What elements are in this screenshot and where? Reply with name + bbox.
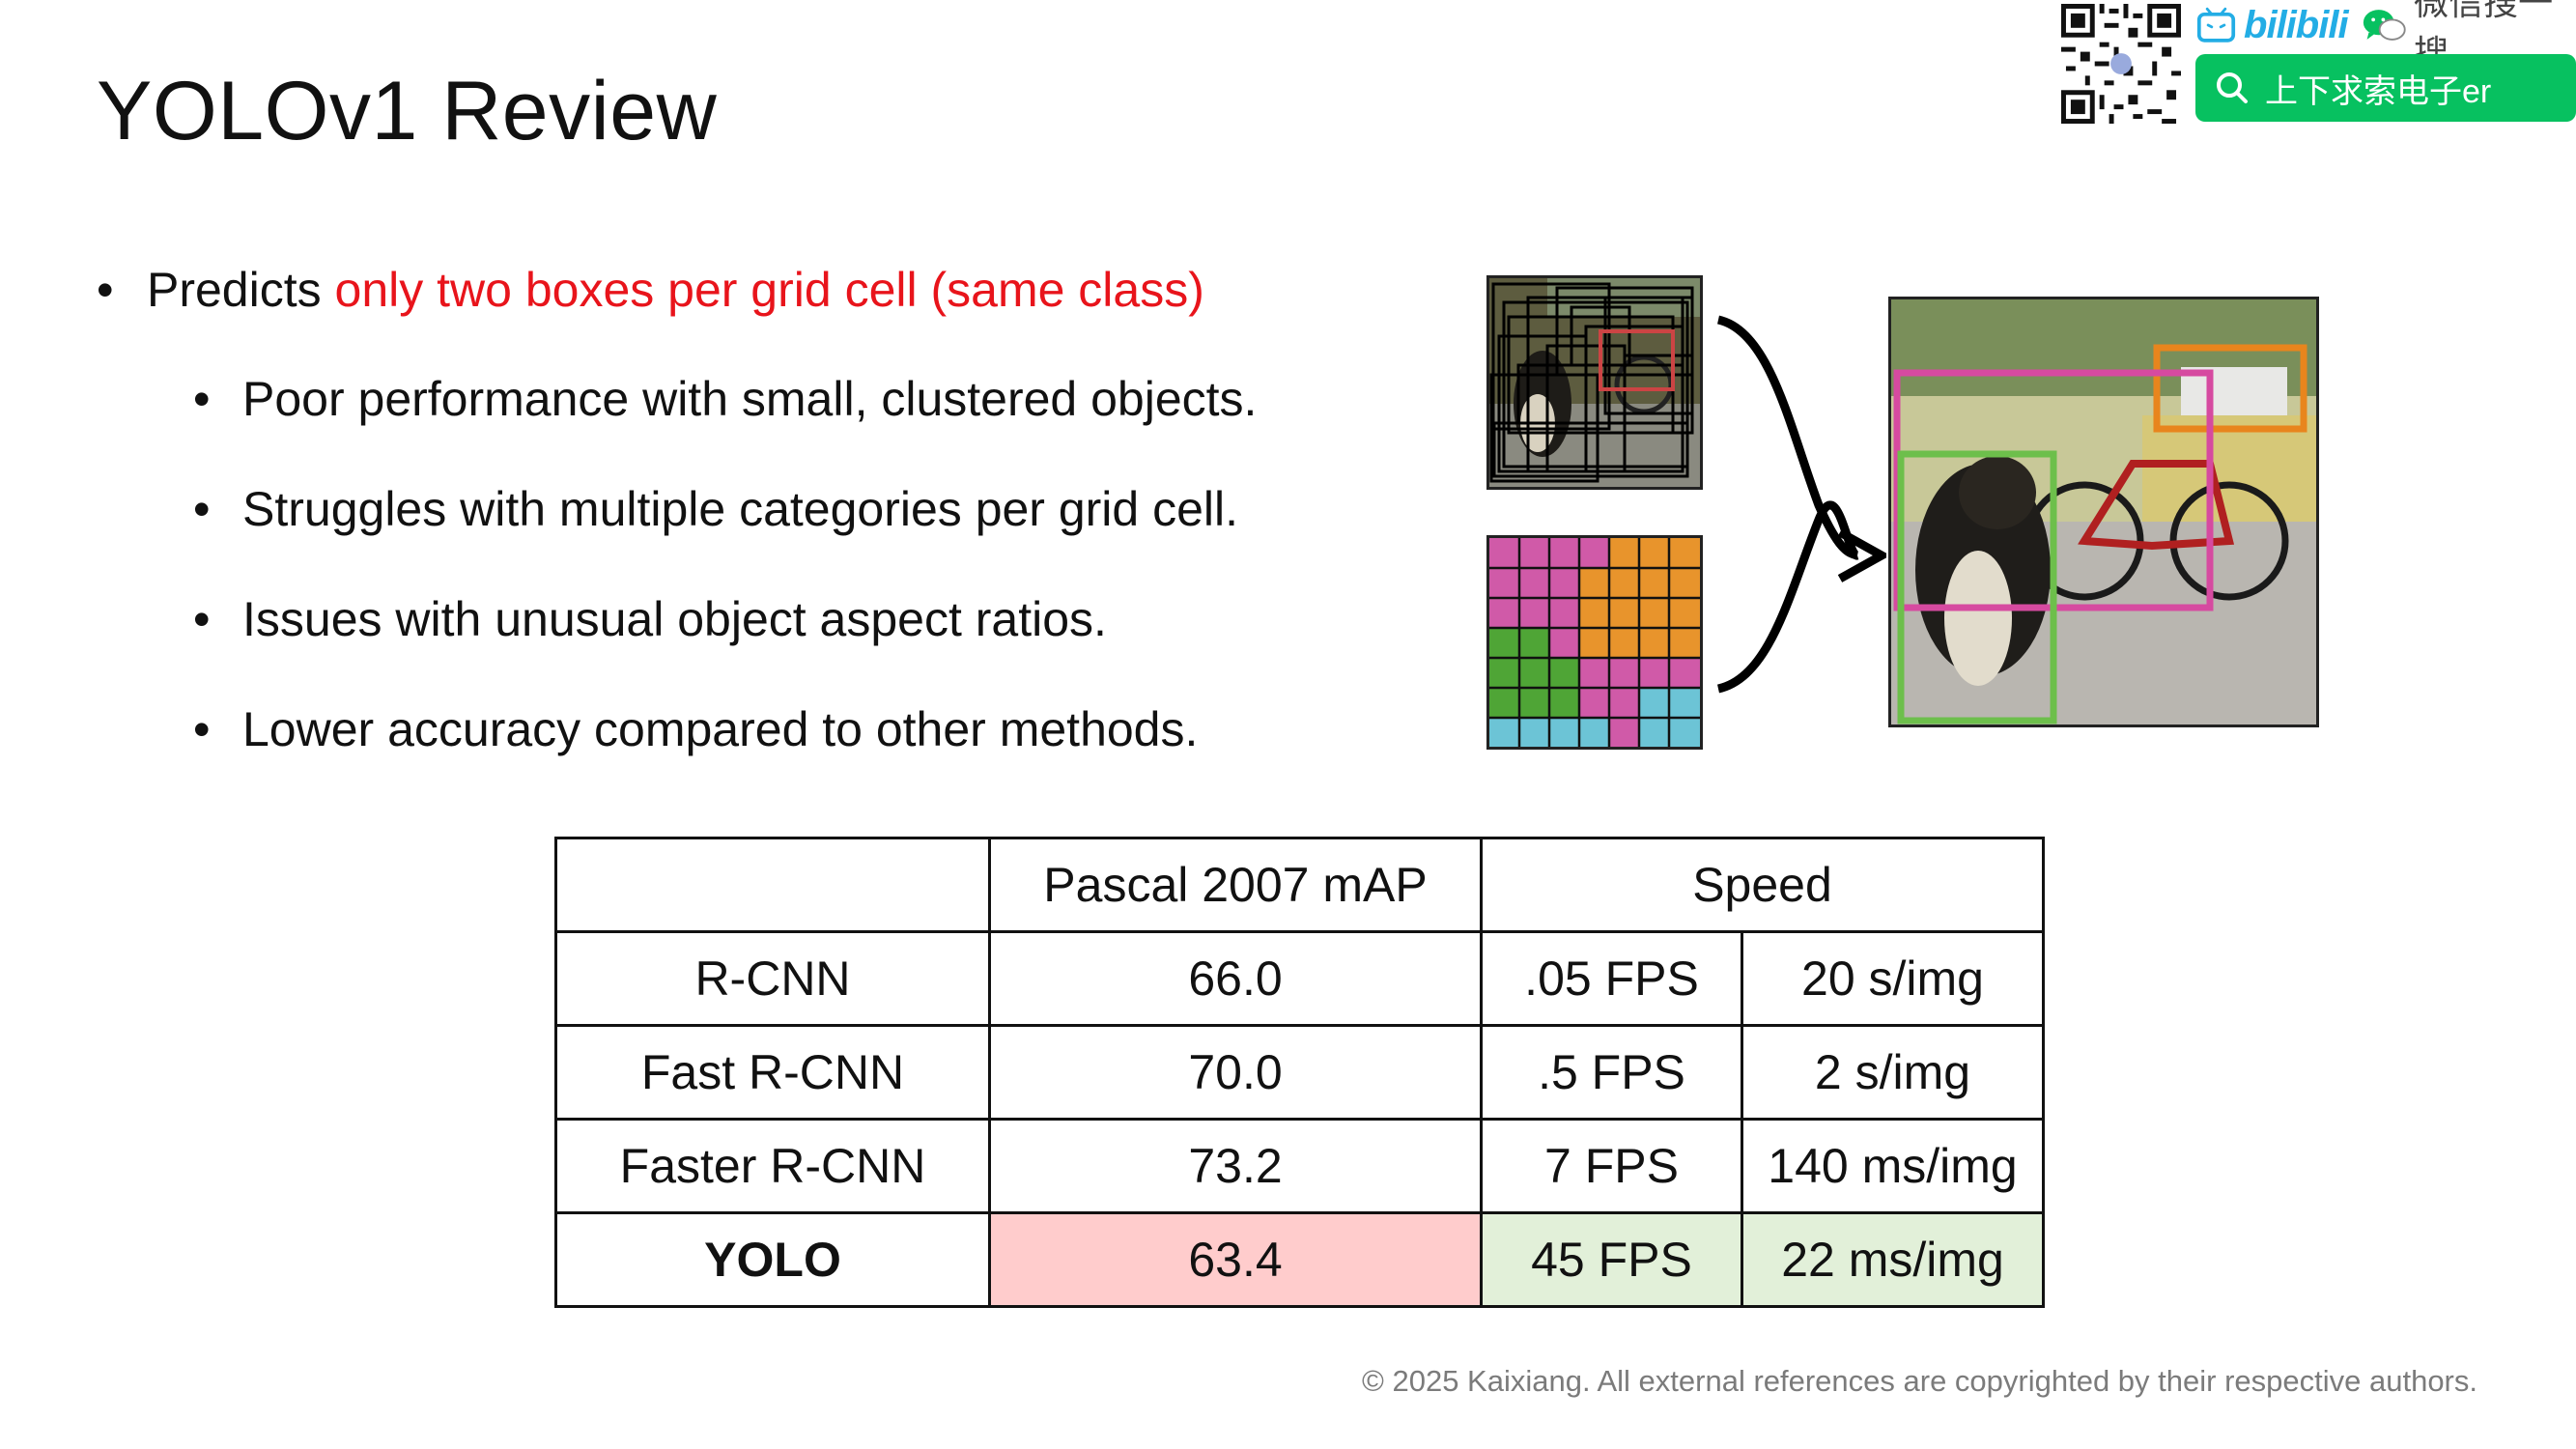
copyright-footer: © 2025 Kaixiang. All external references…: [1362, 1364, 2477, 1398]
main-bullet-highlight: only two boxes per grid cell (same class…: [334, 263, 1204, 317]
fps-cell: 45 FPS: [1480, 1211, 1743, 1308]
map-cell: 70.0: [988, 1024, 1483, 1121]
class-probability-map: [1486, 535, 1703, 750]
header-cell-speed: Speed: [1480, 837, 2045, 933]
bounding-boxes-image: [1486, 275, 1703, 490]
detection-result-image: [1888, 297, 2319, 727]
latency-cell: 22 ms/img: [1741, 1211, 2045, 1308]
sub-bullet-list: Poor performance with small, clustered o…: [97, 368, 1468, 760]
table-row: Faster R-CNN 73.2 7 FPS 140 ms/img: [554, 1118, 2045, 1214]
search-button[interactable]: 上下求索电子er: [2195, 54, 2576, 122]
bullet-list: Predicts only two boxes per grid cell (s…: [97, 259, 1468, 760]
table-row: R-CNN 66.0 .05 FPS 20 s/img: [554, 930, 2045, 1027]
sub-bullet: Issues with unusual object aspect ratios…: [97, 588, 1468, 650]
sub-bullet: Struggles with multiple categories per g…: [97, 478, 1468, 540]
map-cell: 63.4: [988, 1211, 1483, 1308]
search-icon: [2217, 72, 2248, 103]
latency-cell: 20 s/img: [1741, 930, 2045, 1027]
wechat-icon: [2363, 10, 2406, 41]
table-row: Fast R-CNN 70.0 .5 FPS 2 s/img: [554, 1024, 2045, 1121]
method-cell: Faster R-CNN: [554, 1118, 991, 1214]
latency-cell: 2 s/img: [1741, 1024, 2045, 1121]
sub-bullet: Poor performance with small, clustered o…: [97, 368, 1468, 430]
map-cell: 73.2: [988, 1118, 1483, 1214]
wechat-search-text: 微信搜一搜: [2414, 0, 2554, 72]
header-cell-map: Pascal 2007 mAP: [988, 837, 1483, 933]
main-bullet-text: Predicts: [147, 263, 335, 317]
fps-cell: .05 FPS: [1480, 930, 1743, 1027]
qr-code-icon: [2061, 4, 2181, 124]
brand-row: bilibili 微信搜一搜: [2196, 0, 2576, 72]
sub-bullet: Lower accuracy compared to other methods…: [97, 698, 1468, 760]
header-cell-empty: [554, 837, 991, 933]
fps-cell: .5 FPS: [1480, 1024, 1743, 1121]
search-button-label: 上下求索电子er: [2265, 72, 2492, 110]
method-cell: YOLO: [554, 1211, 991, 1308]
fps-cell: 7 FPS: [1480, 1118, 1743, 1214]
latency-cell: 140 ms/img: [1741, 1118, 2045, 1214]
method-cell: Fast R-CNN: [554, 1024, 991, 1121]
arrow-icon: [1716, 315, 1886, 694]
main-bullet: Predicts only two boxes per grid cell (s…: [97, 259, 1468, 321]
slide-title: YOLOv1 Review: [97, 65, 718, 157]
bilibili-tv-icon: [2196, 7, 2236, 43]
map-cell: 66.0: [988, 930, 1483, 1027]
bilibili-logo-text: bilibili: [2244, 3, 2349, 46]
comparison-table: Pascal 2007 mAP Speed R-CNN 66.0 .05 FPS…: [554, 837, 2045, 1308]
yolo-detection-diagram: [1483, 273, 2323, 756]
method-cell: R-CNN: [554, 930, 991, 1027]
table-row-yolo: YOLO 63.4 45 FPS 22 ms/img: [554, 1211, 2045, 1308]
table-header-row: Pascal 2007 mAP Speed: [554, 837, 2045, 933]
